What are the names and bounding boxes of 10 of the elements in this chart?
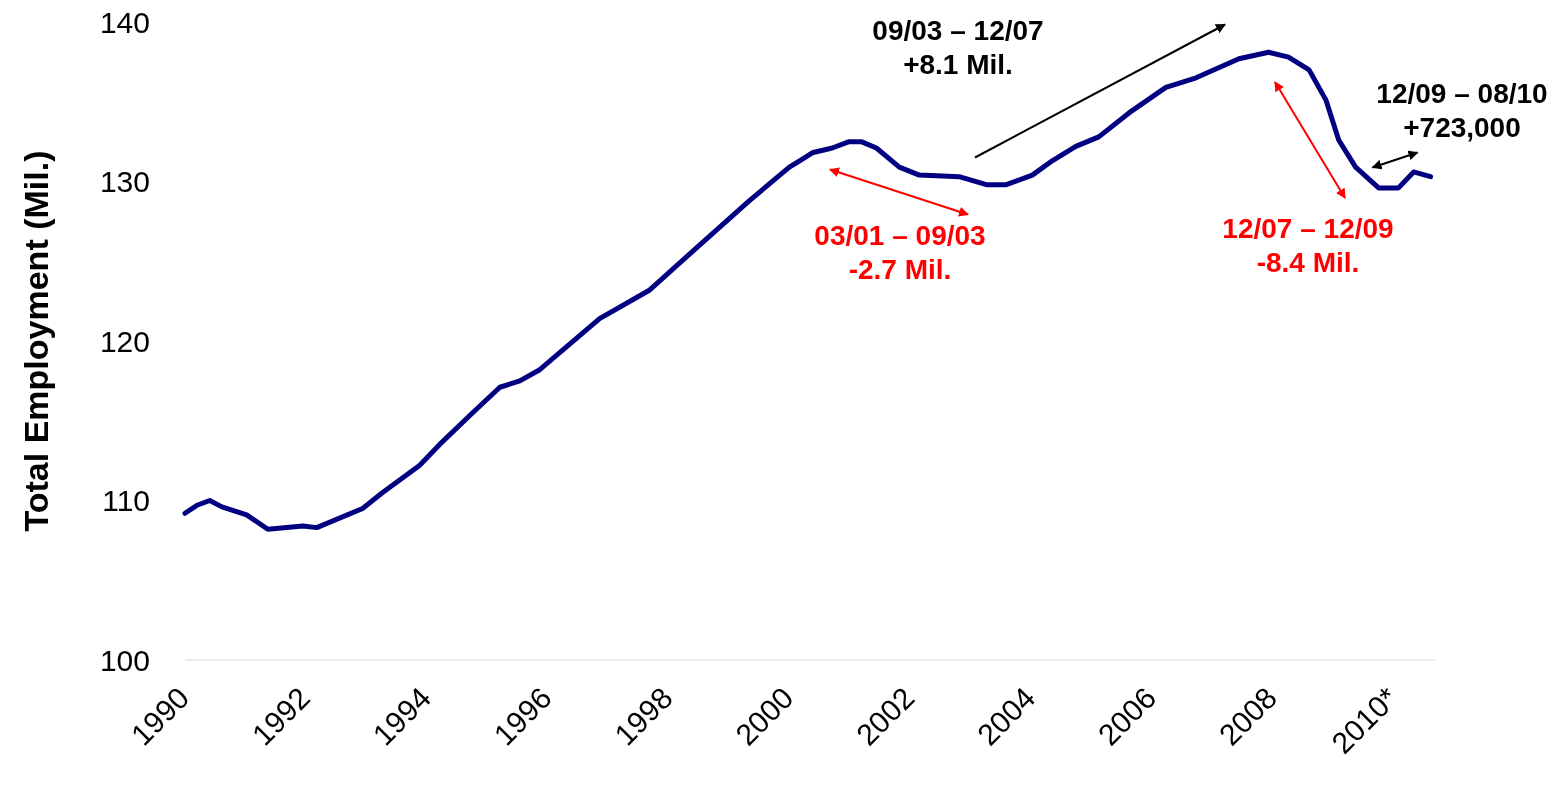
annotation: 12/07 – 12/09 -8.4 Mil. xyxy=(1222,213,1394,278)
annotation: 09/03 – 12/07 +8.1 Mil. xyxy=(872,15,1044,80)
y-tick-label: 100 xyxy=(99,643,150,677)
y-tick-label: 130 xyxy=(99,165,150,198)
y-tick-label: 110 xyxy=(102,484,150,517)
annotation: 12/09 – 08/10 +723,000 xyxy=(1376,78,1548,143)
annotation: 03/01 – 09/03 -2.7 Mil. xyxy=(814,220,986,285)
y-tick-label: 120 xyxy=(99,324,150,358)
y-tick-label: 140 xyxy=(99,5,150,39)
y-axis-title: Total Employment (Mil.) xyxy=(17,150,55,532)
